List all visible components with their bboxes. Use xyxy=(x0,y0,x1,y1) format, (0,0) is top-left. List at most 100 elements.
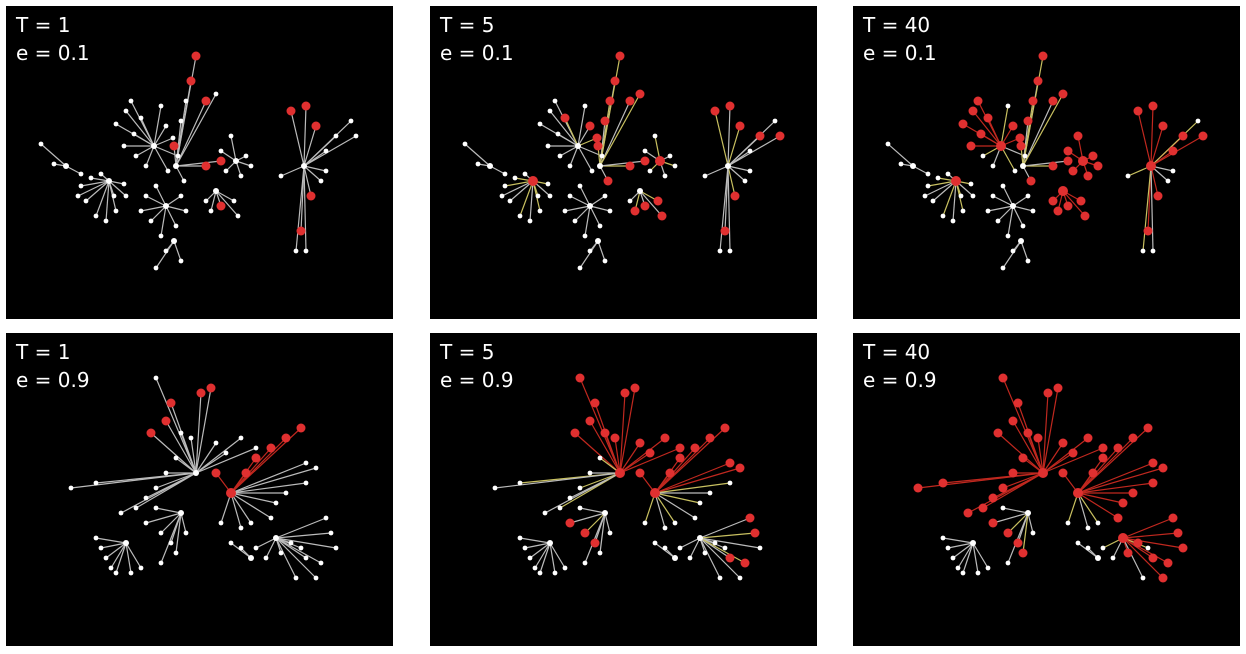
network-edge xyxy=(230,462,307,494)
infected-node xyxy=(675,453,685,463)
network-node xyxy=(960,208,966,214)
network-node xyxy=(133,153,139,159)
network-node xyxy=(228,133,234,139)
network-edge xyxy=(589,205,601,227)
network-edge xyxy=(1002,507,1029,514)
network-node xyxy=(702,173,708,179)
network-node xyxy=(243,153,249,159)
infected-node xyxy=(640,201,650,211)
network-node xyxy=(303,460,309,466)
hub-node xyxy=(910,163,916,169)
network-edge xyxy=(997,205,1014,222)
network-graph xyxy=(885,51,1208,271)
hub-node xyxy=(63,163,69,169)
infected-node xyxy=(750,528,760,538)
network-edge xyxy=(654,462,731,494)
network-node xyxy=(995,218,1001,224)
infected-node xyxy=(725,553,735,563)
network-node xyxy=(153,485,159,491)
network-node xyxy=(527,218,533,224)
infected-node xyxy=(625,96,635,106)
network-node xyxy=(103,218,109,224)
network-edge xyxy=(280,165,305,177)
hub-node xyxy=(587,203,593,209)
infected-node xyxy=(1018,548,1028,558)
network-edge xyxy=(987,205,1014,212)
infected-node xyxy=(216,201,226,211)
hub-node xyxy=(547,540,553,546)
network-node xyxy=(273,500,279,506)
network-node xyxy=(662,173,668,179)
infected-node xyxy=(1143,226,1153,236)
network-edge xyxy=(569,195,591,207)
network-node xyxy=(323,148,329,154)
network-node xyxy=(642,520,648,526)
network-node xyxy=(231,198,237,204)
infected-node xyxy=(570,428,580,438)
time-label: T = 1 xyxy=(16,340,71,364)
network-node xyxy=(567,193,573,199)
network-node xyxy=(148,218,154,224)
network-edge xyxy=(599,55,621,167)
network-node xyxy=(582,233,588,239)
network-node xyxy=(88,175,94,181)
network-node xyxy=(925,171,931,177)
hub-node xyxy=(1010,203,1016,209)
network-edge xyxy=(100,542,127,549)
infected-node xyxy=(186,76,196,86)
infected-node xyxy=(216,156,226,166)
network-edge xyxy=(133,133,155,147)
infected-node xyxy=(266,443,276,453)
network-node xyxy=(123,108,129,114)
network-node xyxy=(278,173,284,179)
network-node xyxy=(348,118,354,124)
network-node xyxy=(502,171,508,177)
network-edge xyxy=(599,93,641,167)
network-node xyxy=(238,173,244,179)
hub-node xyxy=(273,535,279,541)
network-edge xyxy=(175,160,222,167)
network-edge xyxy=(195,387,212,474)
infected-node xyxy=(1133,106,1143,116)
hub-node xyxy=(213,188,219,194)
network-node xyxy=(173,455,179,461)
network-edge xyxy=(699,537,721,579)
network-edge xyxy=(619,447,681,474)
network-node xyxy=(353,133,359,139)
network-edge xyxy=(584,205,591,237)
infected-node xyxy=(640,156,650,166)
infected-node xyxy=(968,106,978,116)
network-edge xyxy=(220,492,232,524)
network-node xyxy=(1085,525,1091,531)
network-edge xyxy=(303,165,327,172)
network-edge xyxy=(85,180,110,202)
network-node xyxy=(557,153,563,159)
network-edge xyxy=(644,492,656,524)
infected-node xyxy=(301,101,311,111)
network-edge xyxy=(679,537,701,549)
infected-node xyxy=(966,141,976,151)
network-node xyxy=(652,540,658,546)
network-edge xyxy=(972,542,989,569)
network-edge xyxy=(654,467,741,494)
network-edge xyxy=(1007,512,1029,534)
network-edge xyxy=(699,537,761,549)
infected-node xyxy=(286,106,296,116)
network-edge xyxy=(1150,105,1154,167)
network-edge xyxy=(529,542,551,559)
network-edge xyxy=(1150,125,1164,167)
network-node xyxy=(970,193,976,199)
network-node xyxy=(68,485,74,491)
network-edge xyxy=(275,537,317,579)
hub-node xyxy=(725,163,731,169)
network-node xyxy=(323,168,329,174)
network-edge xyxy=(153,125,167,147)
network-edge xyxy=(1077,492,1099,524)
network-node xyxy=(555,131,561,137)
network-edge xyxy=(230,542,252,559)
network-edge xyxy=(165,205,187,212)
infected-node xyxy=(201,96,211,106)
network-edge xyxy=(972,542,979,574)
network-graph xyxy=(462,51,785,271)
network-edge xyxy=(1022,93,1064,167)
